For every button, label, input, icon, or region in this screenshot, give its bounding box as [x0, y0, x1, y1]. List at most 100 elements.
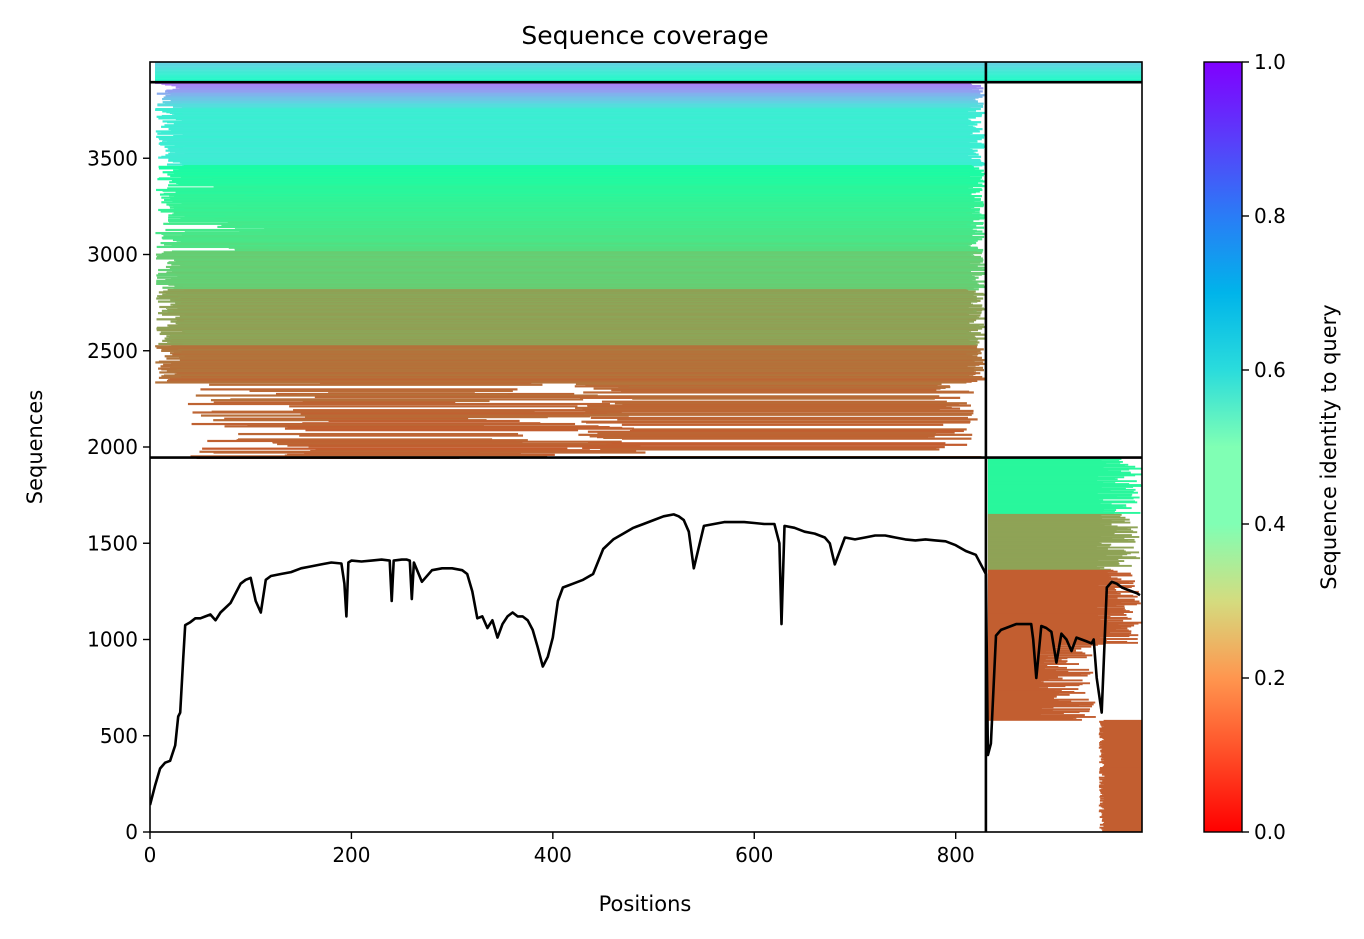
heatmap-row: [987, 465, 1136, 468]
heatmap-row: [600, 448, 940, 451]
heatmap-row: [987, 610, 1130, 613]
heatmap-row: [583, 413, 972, 416]
heatmap-row: [1099, 816, 1142, 819]
heatmap-row: [987, 460, 1123, 463]
heatmap-row: [1099, 823, 1142, 826]
heatmap-row: [1099, 745, 1142, 748]
heatmap-row: [1103, 783, 1142, 786]
heatmap-row: [277, 442, 612, 446]
heatmap-row: [987, 521, 1131, 524]
heatmap-row: [987, 517, 1103, 520]
heatmap-row: [987, 506, 1127, 509]
heatmap-row: [1103, 731, 1142, 734]
heatmap-row: [987, 580, 1135, 583]
heatmap-row: [987, 504, 1127, 507]
heatmap-row: [1101, 773, 1142, 776]
heatmap-row: [987, 646, 1053, 649]
heatmap-row: [987, 714, 1085, 716]
heatmap-row: [987, 514, 1102, 517]
heatmap-row: [987, 490, 1134, 493]
heatmap-row: [987, 590, 1139, 593]
heatmap-row: [987, 612, 1110, 614]
heatmap-row: [987, 558, 1119, 561]
heatmap-row: [987, 476, 1125, 479]
heatmap-row: [987, 592, 1121, 595]
heatmap-row: [987, 555, 1123, 558]
heatmap-row: [987, 501, 1138, 504]
heatmap-row: [987, 467, 1142, 470]
heatmap-row: [987, 527, 1128, 530]
heatmap-row: [987, 493, 1133, 496]
heatmap-row: [593, 387, 941, 390]
heatmap-row: [238, 432, 519, 436]
heatmap-row: [987, 706, 1054, 709]
heatmap-row: [987, 616, 1128, 619]
heatmap-row: [632, 397, 935, 400]
heatmap-row: [155, 70, 1142, 72]
heatmap-row: [1101, 751, 1142, 754]
y-axis: 0 500 1000 1500 2000 2500 3000 3500: [87, 146, 150, 844]
heatmap-row: [987, 569, 1114, 572]
heatmap-row: [1104, 739, 1142, 742]
heatmap-row: [987, 700, 1072, 703]
heatmap-row: [987, 560, 1125, 562]
heatmap-row: [987, 638, 1138, 640]
heatmap-row: [224, 417, 469, 420]
heatmap-row: [987, 665, 1048, 667]
heatmap-row: [987, 665, 1059, 668]
heatmap-row: [987, 670, 1069, 673]
heatmap-row: [987, 666, 1067, 669]
heatmap-row: [308, 445, 641, 448]
heatmap-row: [987, 499, 1104, 502]
heatmap-row: [987, 574, 1133, 577]
x-tick-label: 400: [534, 843, 572, 867]
heatmap-row: [987, 532, 1115, 535]
heatmap-row: [575, 382, 942, 386]
heatmap-row: [1099, 755, 1142, 758]
heatmap-row: [1099, 802, 1142, 805]
y-tick-label: 3000: [87, 243, 138, 267]
heatmap-row: [1101, 788, 1142, 791]
heatmap-row: [987, 488, 1136, 491]
heatmap-row: [987, 627, 1128, 630]
heatmap-row: [1100, 792, 1142, 794]
heatmap-row: [987, 630, 1132, 633]
heatmap-row: [1102, 801, 1142, 804]
heatmap-row: [1104, 763, 1142, 766]
heatmap-row: [987, 539, 1129, 542]
colorbar-tick-label: 1.0: [1254, 50, 1286, 74]
heatmap-row: [1103, 793, 1142, 796]
heatmap-row: [987, 661, 1044, 664]
heatmap-row: [155, 67, 1142, 70]
heatmap-row: [987, 605, 1125, 608]
heatmap-row: [1103, 798, 1142, 801]
heatmap-row: [987, 704, 1079, 707]
heatmap-row: [606, 443, 968, 446]
heatmap-row: [187, 402, 610, 406]
heatmap-row: [1103, 779, 1142, 782]
colorbar-tick-label: 0.8: [1254, 204, 1286, 228]
heatmap-row: [987, 559, 1099, 562]
heatmap-row: [987, 547, 1108, 550]
heatmap-row: [987, 525, 1118, 528]
heatmap-row: [1103, 764, 1142, 767]
heatmap-row: [987, 712, 1064, 715]
heatmap-row: [987, 611, 1133, 614]
heatmap-row: [319, 382, 532, 385]
heatmap-row: [1102, 793, 1142, 795]
heatmap-row: [1103, 725, 1142, 728]
y-axis-title: Sequences: [23, 390, 47, 505]
heatmap-row: [987, 528, 1132, 531]
heatmap-row: [987, 683, 1083, 686]
colorbar-axis: 0.0 0.2 0.4 0.6 0.8 1.0: [1242, 50, 1286, 844]
heatmap-row: [987, 577, 1118, 580]
heatmap-row: [987, 690, 1075, 693]
heatmap-row: [987, 540, 1136, 543]
heatmap-row: [213, 401, 456, 404]
heatmap-row: [314, 395, 632, 399]
heatmap-row: [987, 579, 1110, 582]
heatmap-row: [1102, 829, 1142, 832]
heatmap-row: [987, 584, 1099, 587]
heatmap-row: [611, 389, 937, 392]
heatmap-row: [200, 388, 518, 391]
